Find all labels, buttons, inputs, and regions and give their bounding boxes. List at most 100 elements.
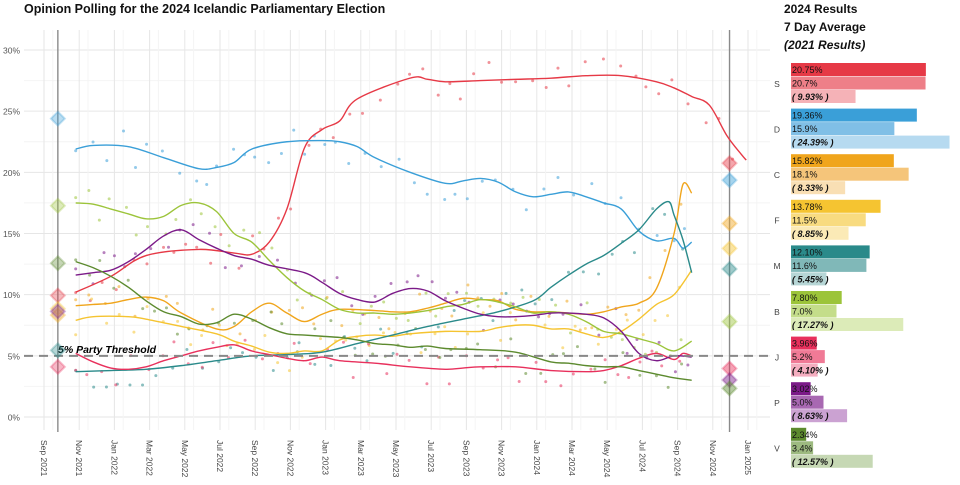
bar-2024-label: 13.78% [792,202,823,212]
poll-point-M [504,291,508,295]
poll-point-F [319,337,323,341]
x-tick-label: Jan 2024 [532,440,542,475]
poll-point-M [229,346,233,350]
diamond-2021-C [49,306,67,324]
poll-point-V [524,371,528,375]
poll-point-B [679,338,683,342]
bar-2021-label: ( 12.57% ) [792,457,834,467]
poll-point-C [175,301,179,305]
bar-2024 [791,382,811,396]
poll-point-D [145,142,149,146]
x-tick-label: Jul 2023 [426,440,436,472]
poll-point-S [704,121,708,125]
poll-point-J [571,372,575,376]
party-code-label: F [774,216,779,226]
poll-point-F [433,332,437,336]
poll-point-J [292,341,296,345]
poll-point-S [583,60,587,64]
trend-line-D [75,139,693,249]
poll-point-V [423,347,427,351]
party-row-C: C 15.82% 18.1% ( 8.33% ) [774,154,909,195]
x-tick-label: Nov 2021 [74,440,84,477]
poll-point-M [632,251,636,255]
party-row-D: D 19.36% 15.9% ( 24.39% ) [774,108,950,149]
poll-point-J [627,376,631,380]
poll-point-F [263,333,267,337]
poll-point-C [565,299,569,303]
y-tick-label: 10% [3,290,20,300]
poll-point-F [481,311,485,315]
bar-2021 [791,363,818,377]
poll-point-M [491,319,495,323]
poll-point-C [663,248,667,252]
poll-point-C [529,294,533,298]
poll-point-V [593,367,597,371]
poll-point-S [500,80,504,84]
poll-point-V [175,332,179,336]
poll-point-S [114,288,118,292]
poll-point-D [232,147,236,151]
poll-point-V [575,345,579,349]
party-code-label: M [773,261,780,271]
poll-point-F [443,325,447,329]
poll-point-B [270,246,274,250]
poll-point-S [421,67,425,71]
diamond-2021-B [49,197,67,215]
poll-point-P [405,280,409,284]
poll-point-V [371,352,375,356]
trend-line-M [75,200,693,373]
poll-point-S [100,280,104,284]
poll-point-V [680,362,684,366]
poll-point-P [149,247,153,251]
x-tick-label: Jul 2024 [637,440,647,472]
bar-2024 [791,336,817,350]
y-tick-label: 15% [3,229,20,239]
poll-point-B [213,225,217,229]
poll-point-B [242,228,246,232]
bar-2024-label: 3.02% [792,384,818,394]
poll-point-S [251,234,255,238]
poll-point-V [153,309,157,313]
poll-point-P [322,279,326,283]
poll-point-F [466,332,470,336]
poll-point-J [114,383,118,387]
poll-point-S [378,98,382,102]
x-tick-label: Mar 2024 [567,440,577,476]
poll-point-V [280,322,284,326]
poll-point-C [74,298,78,302]
poll-point-M [353,346,357,350]
poll-point-S [184,242,188,246]
x-tick-label: Jan 2025 [743,440,753,475]
poll-point-S [237,266,241,270]
poll-point-S [472,72,476,76]
poll-point-B [199,212,203,216]
poll-point-F [287,369,291,373]
bar-2024 [791,108,917,122]
poll-point-P [208,231,212,235]
poll-point-J [638,360,642,364]
poll-point-P [455,290,459,294]
poll-point-D [160,149,164,153]
bar-7day-average [791,395,824,409]
bar-7day-average [791,441,814,455]
party-row-J: J 3.96% 5.2% ( 4.10% ) [775,336,829,377]
poll-point-B [358,322,362,326]
bar-7day-average-label: 15.9% [792,124,818,134]
poll-point-J [559,384,563,388]
poll-point-J [589,367,593,371]
bar-7day-average [791,350,825,364]
poll-point-C [679,202,683,206]
poll-point-J [544,380,548,384]
bar-7day-average-label: 18.1% [792,170,818,180]
poll-points [74,57,735,389]
x-tick-label: Nov 2023 [497,440,507,477]
poll-point-S [307,143,311,147]
poll-point-C [514,318,518,322]
poll-point-B [509,301,513,305]
poll-point-F [419,351,423,355]
poll-point-B [134,233,138,237]
poll-point-C [301,306,305,310]
poll-point-B [434,314,438,318]
poll-point-D [91,140,95,144]
bar-2021 [791,272,827,286]
